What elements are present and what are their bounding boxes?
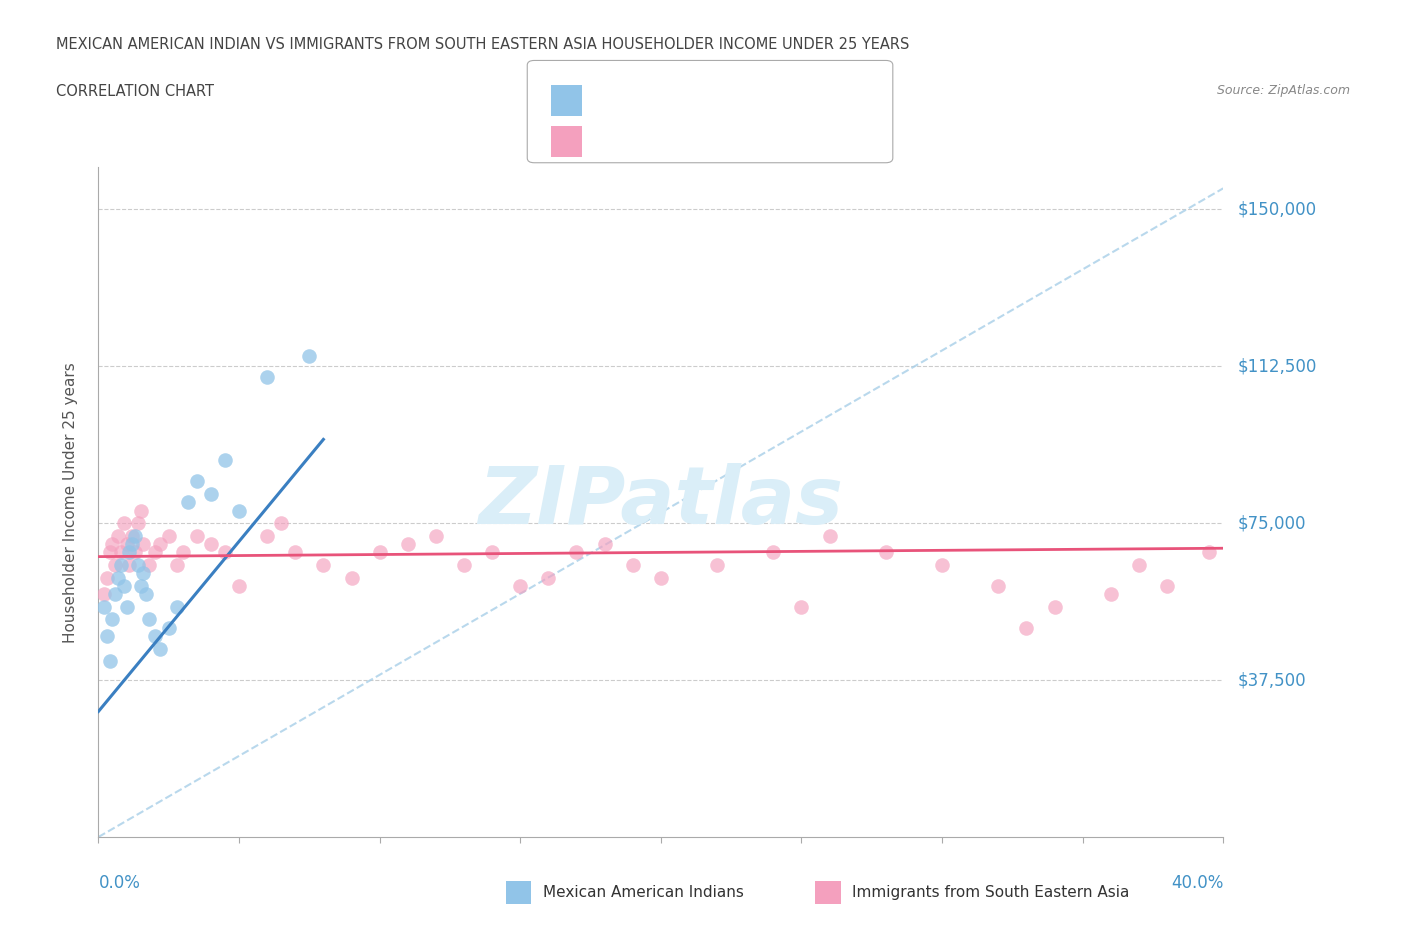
Point xyxy=(121,537,143,551)
Point xyxy=(129,503,152,518)
Point xyxy=(96,629,118,644)
Point xyxy=(121,528,143,543)
Point xyxy=(509,578,531,593)
Point xyxy=(214,453,236,468)
Text: 40.0%: 40.0% xyxy=(1171,874,1223,892)
Point xyxy=(138,558,160,573)
Text: R = 0.031   N = 54: R = 0.031 N = 54 xyxy=(593,132,751,151)
Point xyxy=(143,629,166,644)
Point xyxy=(270,516,292,531)
Point xyxy=(98,545,121,560)
Text: MEXICAN AMERICAN INDIAN VS IMMIGRANTS FROM SOUTH EASTERN ASIA HOUSEHOLDER INCOME: MEXICAN AMERICAN INDIAN VS IMMIGRANTS FR… xyxy=(56,37,910,52)
Text: R = 0.315   N = 28: R = 0.315 N = 28 xyxy=(593,91,751,110)
Point xyxy=(256,369,278,384)
Text: CORRELATION CHART: CORRELATION CHART xyxy=(56,84,214,99)
Point xyxy=(228,503,250,518)
Point xyxy=(127,558,149,573)
Point xyxy=(762,545,785,560)
Point xyxy=(101,537,124,551)
Point xyxy=(107,570,129,585)
Point xyxy=(101,612,124,627)
Point xyxy=(124,545,146,560)
Point xyxy=(143,545,166,560)
Point xyxy=(135,587,157,602)
Point xyxy=(200,486,222,501)
Point xyxy=(228,578,250,593)
Text: Source: ZipAtlas.com: Source: ZipAtlas.com xyxy=(1216,84,1350,97)
Point xyxy=(172,545,194,560)
Point xyxy=(107,528,129,543)
Point xyxy=(1198,545,1220,560)
Point xyxy=(186,474,208,489)
Point xyxy=(132,565,155,580)
Point xyxy=(149,537,172,551)
Point xyxy=(621,558,644,573)
Point xyxy=(565,545,588,560)
Point xyxy=(112,516,135,531)
Point xyxy=(104,587,127,602)
Text: $112,500: $112,500 xyxy=(1237,357,1316,375)
Point xyxy=(93,587,115,602)
Point xyxy=(790,600,813,615)
Text: $150,000: $150,000 xyxy=(1237,200,1316,219)
Point xyxy=(453,558,475,573)
Text: Mexican American Indians: Mexican American Indians xyxy=(543,885,744,900)
Text: ZIPatlas: ZIPatlas xyxy=(478,463,844,541)
Point xyxy=(149,642,172,657)
Point xyxy=(537,570,560,585)
Point xyxy=(312,558,335,573)
Point xyxy=(298,349,321,364)
Point xyxy=(96,570,118,585)
Point xyxy=(214,545,236,560)
Point xyxy=(256,528,278,543)
Point xyxy=(396,537,419,551)
Text: $75,000: $75,000 xyxy=(1237,514,1306,532)
Point xyxy=(115,537,138,551)
Point xyxy=(818,528,841,543)
Point xyxy=(132,537,155,551)
Point xyxy=(115,600,138,615)
Point xyxy=(481,545,503,560)
Text: 0.0%: 0.0% xyxy=(98,874,141,892)
Point xyxy=(593,537,616,551)
Point xyxy=(110,545,132,560)
Point xyxy=(138,612,160,627)
Point xyxy=(1099,587,1122,602)
Point xyxy=(118,558,141,573)
Point xyxy=(931,558,953,573)
Point xyxy=(104,558,127,573)
Point xyxy=(166,558,188,573)
Point xyxy=(987,578,1010,593)
Text: $37,500: $37,500 xyxy=(1237,671,1306,689)
Point xyxy=(1156,578,1178,593)
Point xyxy=(118,545,141,560)
Point xyxy=(124,528,146,543)
Point xyxy=(186,528,208,543)
Point xyxy=(93,600,115,615)
Point xyxy=(129,578,152,593)
Point xyxy=(875,545,897,560)
Point xyxy=(200,537,222,551)
Text: Immigrants from South Eastern Asia: Immigrants from South Eastern Asia xyxy=(852,885,1129,900)
Point xyxy=(127,516,149,531)
Point xyxy=(650,570,672,585)
Point xyxy=(368,545,391,560)
Point xyxy=(98,654,121,669)
Point xyxy=(1043,600,1066,615)
Y-axis label: Householder Income Under 25 years: Householder Income Under 25 years xyxy=(63,362,77,643)
Point xyxy=(157,528,180,543)
Point xyxy=(166,600,188,615)
Point xyxy=(157,620,180,635)
Point xyxy=(1015,620,1038,635)
Point xyxy=(177,495,200,510)
Point xyxy=(340,570,363,585)
Point xyxy=(1128,558,1150,573)
Point xyxy=(706,558,728,573)
Point xyxy=(425,528,447,543)
Point xyxy=(112,578,135,593)
Point xyxy=(284,545,307,560)
Point xyxy=(110,558,132,573)
